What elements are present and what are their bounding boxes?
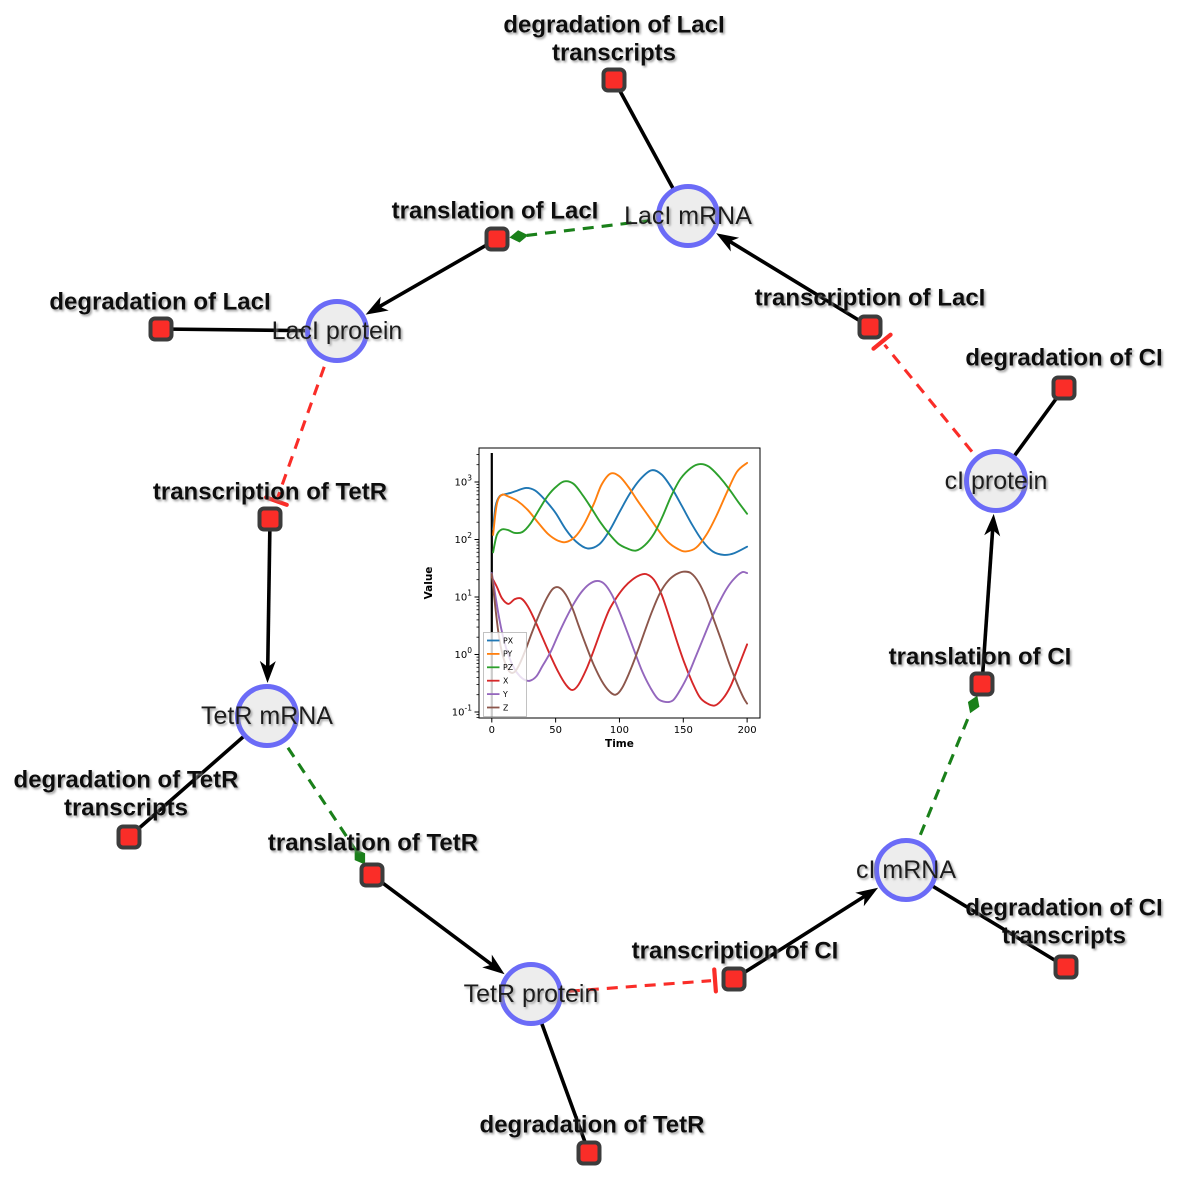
x-tick-label: 50 bbox=[549, 725, 562, 736]
edge-tetr-protein-transcription-ci bbox=[530, 967, 718, 996]
modifier-diamond-arrowhead-icon bbox=[967, 695, 980, 714]
reaction-label-translation-ci: translation of CI bbox=[889, 644, 1072, 671]
species-label-laci-mrna: LacI mRNA bbox=[624, 202, 752, 230]
legend-label-py: PY bbox=[503, 650, 513, 659]
species-node-ci-protein[interactable] bbox=[964, 449, 1028, 513]
species-label-ci-protein: cI protein bbox=[945, 467, 1048, 495]
production-arrowhead-icon bbox=[855, 887, 879, 907]
x-tick-label: 0 bbox=[489, 725, 495, 736]
reaction-node-transcription-tetr[interactable] bbox=[257, 506, 283, 532]
production-arrowhead-icon bbox=[716, 233, 740, 252]
edge-translation-tetr-tetr-protein bbox=[370, 873, 505, 975]
species-node-tetr-protein[interactable] bbox=[499, 962, 563, 1026]
species-node-laci-mrna[interactable] bbox=[656, 184, 720, 248]
modifier-diamond-arrowhead-icon bbox=[354, 848, 366, 865]
reaction-label-transcription-laci: transcription of LacI bbox=[755, 285, 986, 312]
species-node-tetr-mrna[interactable] bbox=[235, 684, 299, 748]
reaction-label-transcription-ci: transcription of CI bbox=[632, 938, 839, 965]
series-curve-px bbox=[492, 469, 749, 556]
reaction-label-deg-ci-transcripts-line2: transcripts bbox=[1002, 923, 1126, 950]
reaction-node-translation-tetr[interactable] bbox=[359, 862, 385, 888]
reaction-node-deg-ci-transcripts[interactable] bbox=[1053, 954, 1079, 980]
y-tick-label: 100 bbox=[454, 646, 472, 661]
production-arrowhead-icon bbox=[365, 296, 389, 315]
species-label-tetr-mrna: TetR mRNA bbox=[201, 702, 333, 730]
reaction-label-deg-ci: degradation of CI bbox=[965, 345, 1162, 372]
species-label-tetr-protein: TetR protein bbox=[464, 980, 599, 1008]
x-tick-label: 150 bbox=[674, 725, 693, 736]
species-label-laci-protein: LacI protein bbox=[272, 317, 403, 345]
reaction-label-deg-ci-transcripts-line1: degradation of CI bbox=[965, 895, 1162, 922]
labels-layer: degradation of LacItranscriptstranslatio… bbox=[14, 12, 1163, 1139]
production-arrowhead-icon bbox=[984, 513, 1001, 537]
species-node-ci-mrna[interactable] bbox=[874, 838, 938, 902]
reaction-node-deg-laci[interactable] bbox=[148, 316, 174, 342]
edge-transcription-laci-laci-mrna bbox=[716, 233, 871, 329]
x-tick-label: 100 bbox=[610, 725, 629, 736]
reaction-node-deg-tetr[interactable] bbox=[576, 1140, 602, 1166]
y-tick-label: 103 bbox=[454, 474, 472, 489]
reaction-label-deg-tetr-transcripts-line2: transcripts bbox=[64, 795, 188, 822]
edge-transcription-ci-ci-mrna bbox=[733, 887, 879, 981]
inhibition-tee-icon bbox=[712, 967, 718, 994]
reaction-label-deg-laci-transcripts-line1: degradation of LacI bbox=[503, 12, 724, 39]
y-tick-label: 10-1 bbox=[452, 704, 472, 719]
series-curve-x bbox=[490, 572, 749, 707]
modifier-diamond-arrowhead-icon bbox=[509, 230, 529, 243]
reaction-label-translation-tetr: translation of TetR bbox=[268, 830, 478, 857]
species-label-ci-mrna: cI mRNA bbox=[856, 856, 956, 884]
legend-label-px: PX bbox=[503, 636, 514, 645]
series-curve-py bbox=[492, 461, 749, 553]
y-tick-label: 101 bbox=[454, 589, 472, 604]
reaction-node-translation-ci[interactable] bbox=[969, 671, 995, 697]
legend-label-y: Y bbox=[502, 690, 508, 699]
y-tick-label: 102 bbox=[454, 531, 472, 546]
reaction-label-translation-laci: translation of LacI bbox=[392, 198, 599, 225]
edge-translation-laci-laci-protein bbox=[365, 237, 498, 315]
reaction-label-transcription-tetr: transcription of TetR bbox=[153, 479, 387, 506]
legend-label-z: Z bbox=[503, 703, 508, 712]
edge-transcription-tetr-tetr-mrna bbox=[259, 518, 276, 683]
legend-box bbox=[483, 632, 527, 717]
x-tick-label: 200 bbox=[738, 725, 757, 736]
edge-translation-ci-ci-protein bbox=[980, 513, 1001, 685]
plot-series-layer bbox=[490, 453, 749, 717]
reaction-node-transcription-laci[interactable] bbox=[857, 314, 883, 340]
production-arrowhead-icon bbox=[259, 660, 276, 683]
reaction-label-deg-laci: degradation of LacI bbox=[49, 289, 270, 316]
legend-label-x: X bbox=[503, 677, 509, 686]
species-node-laci-protein[interactable] bbox=[305, 299, 369, 363]
inhibition-tee-icon bbox=[871, 332, 893, 351]
reaction-node-translation-laci[interactable] bbox=[484, 226, 510, 252]
reaction-node-deg-ci[interactable] bbox=[1051, 375, 1077, 401]
legend-label-pz: PZ bbox=[503, 663, 513, 672]
reaction-label-deg-laci-transcripts-line2: transcripts bbox=[552, 40, 676, 67]
reaction-node-deg-tetr-transcripts[interactable] bbox=[116, 824, 142, 850]
series-curve-pz bbox=[492, 463, 749, 554]
production-arrowhead-icon bbox=[482, 954, 505, 975]
reaction-label-deg-tetr-transcripts-line1: degradation of TetR bbox=[14, 767, 239, 794]
nodes-layer bbox=[116, 67, 1079, 1166]
reaction-node-transcription-ci[interactable] bbox=[721, 966, 747, 992]
plot-legend: PX PY PZ XYZ bbox=[483, 632, 527, 717]
inhibition-tee-icon bbox=[263, 495, 289, 507]
reaction-node-deg-laci-transcripts[interactable] bbox=[601, 67, 627, 93]
x-axis-label: Time bbox=[605, 738, 634, 750]
reaction-label-deg-tetr: degradation of TetR bbox=[480, 1112, 705, 1139]
y-axis-label: Value bbox=[423, 567, 435, 600]
